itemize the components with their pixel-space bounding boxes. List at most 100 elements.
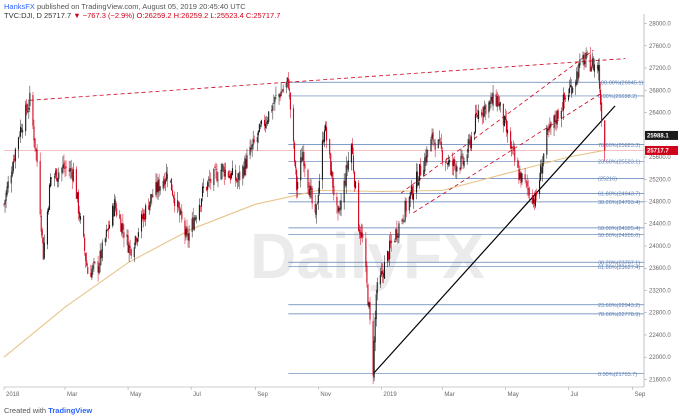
candle-body xyxy=(87,266,89,274)
x-tick-label: May xyxy=(130,392,141,398)
candle-body xyxy=(449,159,451,163)
candle-body xyxy=(350,144,352,163)
candle-body xyxy=(217,179,219,181)
candle-body xyxy=(22,130,24,133)
candle-body xyxy=(207,182,209,190)
candle-body xyxy=(26,103,28,111)
candle-body xyxy=(129,246,131,249)
candle-body xyxy=(93,261,95,263)
candle-body xyxy=(535,191,538,196)
candle-body xyxy=(398,223,400,238)
candle-body xyxy=(497,96,499,106)
candle-body xyxy=(180,210,182,214)
candle-body xyxy=(49,177,52,187)
candle-body xyxy=(453,159,455,167)
candle-body xyxy=(41,229,43,236)
candle-body xyxy=(257,130,259,136)
candle-body xyxy=(287,78,289,89)
candle-body xyxy=(54,176,56,178)
candle-body xyxy=(278,94,280,97)
candle-body xyxy=(483,107,485,118)
candle-body xyxy=(123,232,125,238)
candle-body xyxy=(543,153,545,163)
y-tick-label: 26800.0 xyxy=(649,88,671,94)
candle-body xyxy=(213,169,215,186)
candle-body xyxy=(448,160,450,165)
resistance-trendline xyxy=(29,58,626,101)
candle-body xyxy=(382,272,385,278)
candle-body xyxy=(13,158,15,161)
candle-body xyxy=(193,218,195,230)
candle-body xyxy=(411,186,413,199)
candle-body xyxy=(542,162,544,174)
candle-body xyxy=(367,284,369,306)
candle-body xyxy=(375,294,377,320)
candle-body xyxy=(518,169,520,181)
x-tick-label: 2018 xyxy=(6,392,20,398)
candle-body xyxy=(474,114,477,133)
open-value: O:26259.2 xyxy=(136,11,172,20)
candle-body xyxy=(128,244,130,254)
candle-body xyxy=(127,235,129,253)
candle-body xyxy=(21,127,23,132)
candle-body xyxy=(510,131,512,149)
candle-body xyxy=(75,169,77,199)
candle-body xyxy=(352,155,355,172)
candle-body xyxy=(491,97,493,104)
candle-body xyxy=(584,60,586,65)
candle-body xyxy=(152,196,154,197)
candle-body xyxy=(104,238,106,243)
candle-body xyxy=(122,222,124,231)
candle-body xyxy=(35,148,37,152)
candle-body xyxy=(560,110,562,119)
candle-body xyxy=(65,166,67,169)
candle-body xyxy=(495,93,497,106)
candle-body xyxy=(539,180,541,195)
author-link[interactable]: HanksFX xyxy=(4,2,35,11)
candle-body xyxy=(5,192,7,201)
candle-body xyxy=(372,320,374,376)
candle-body xyxy=(397,236,399,237)
candle-body xyxy=(418,182,420,185)
candle-body xyxy=(325,124,327,131)
candle-body xyxy=(206,186,208,191)
candle-body xyxy=(381,270,383,275)
candle-body xyxy=(462,156,464,165)
candle-body xyxy=(202,186,205,188)
candle-body xyxy=(434,142,436,150)
y-tick-label: 25600.0 xyxy=(649,155,671,161)
candle-body xyxy=(369,301,371,320)
candle-body xyxy=(604,120,606,151)
candle-body xyxy=(57,178,59,182)
candle-body xyxy=(209,178,211,181)
candle-body xyxy=(98,266,100,274)
candle-body xyxy=(488,102,490,113)
candle-body xyxy=(194,217,196,220)
candle-body xyxy=(101,242,103,259)
y-tick-label: 24800.0 xyxy=(649,200,671,206)
candle-body xyxy=(187,233,189,240)
candle-body xyxy=(191,218,193,232)
candle-body xyxy=(520,171,522,184)
candle-body xyxy=(293,142,296,162)
candle-body xyxy=(532,197,534,204)
candle-body xyxy=(485,104,487,115)
candle-body xyxy=(569,87,571,93)
candle-body xyxy=(174,198,176,206)
candle-body xyxy=(266,122,268,124)
symbol-label: TVC:DJI, D xyxy=(4,11,42,20)
candle-body xyxy=(361,232,363,237)
candle-body xyxy=(140,213,143,232)
candle-body xyxy=(317,194,319,204)
candle-body xyxy=(439,141,441,143)
candle-body xyxy=(373,340,375,378)
candle-body xyxy=(394,241,396,242)
candle-body xyxy=(332,171,334,188)
candle-body xyxy=(237,180,239,182)
candle-body xyxy=(272,105,274,111)
candle-body xyxy=(249,146,251,156)
candle-body xyxy=(116,208,118,216)
candle-body xyxy=(296,169,298,191)
tradingview-logo[interactable]: TradingView xyxy=(48,406,93,415)
